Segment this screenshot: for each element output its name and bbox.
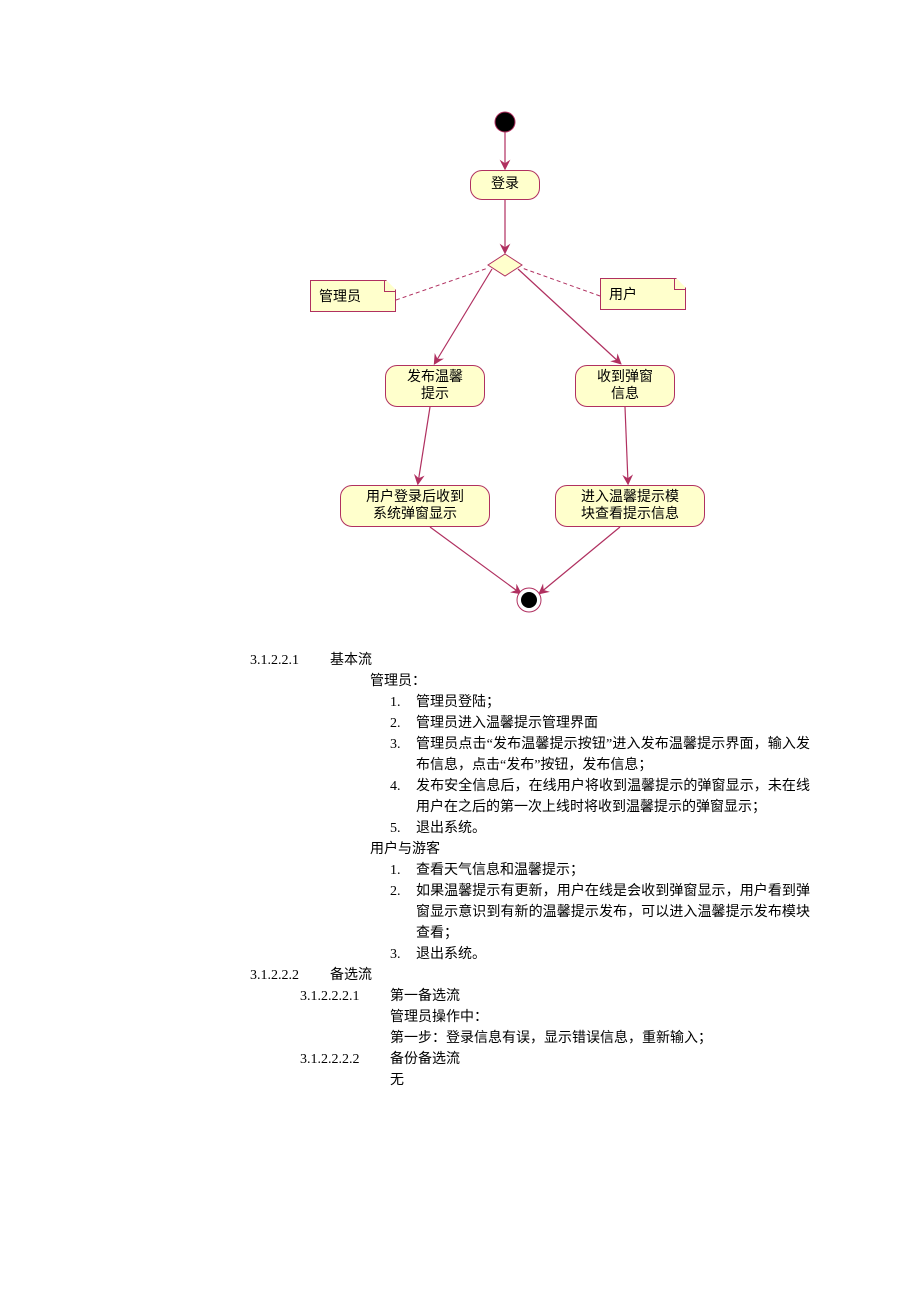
user-item-2: 如果温馨提示有更新，用户在线是会收到弹窗显示，用户看到弹窗显示意识到有新的温馨提… [416, 881, 810, 944]
receive-popup-line2: 信息 [611, 386, 639, 404]
section-num-1: 3.1.2.2.1 [250, 650, 330, 671]
sub22-num: 3.1.2.2.2.2 [300, 1049, 390, 1070]
user-header: 用户与游客 [370, 839, 810, 860]
section-title-1: 基本流 [330, 650, 372, 671]
admin-note-label: 管理员 [319, 286, 361, 306]
publish-line2: 提示 [421, 386, 449, 404]
end-node-inner-icon [521, 592, 537, 608]
section-alt-flow-heading: 3.1.2.2.2 备选流 [250, 965, 810, 986]
publish-line1: 发布温馨 [407, 369, 463, 387]
admin-item-1: 管理员登陆； [416, 692, 810, 713]
activity-diagram: 登录 管理员 用户 发布温馨 提示 收到弹窗 信息 用户登录后收到 系统弹窗显示… [280, 110, 760, 630]
sub22-line: 无 [390, 1070, 810, 1091]
admin-header: 管理员： [370, 671, 810, 692]
admin-list: 1.管理员登陆； 2.管理员进入温馨提示管理界面 3.管理员点击“发布温馨提示按… [390, 692, 810, 839]
list-item: 4.发布安全信息后，在线用户将收到温馨提示的弹窗显示，未在线用户在之后的第一次上… [390, 776, 810, 818]
section-title-2: 备选流 [330, 965, 372, 986]
admin-item-2: 管理员进入温馨提示管理界面 [416, 713, 810, 734]
admin-item-5: 退出系统。 [416, 818, 810, 839]
user-item-1: 查看天气信息和温馨提示； [416, 860, 810, 881]
subsection-first-alt: 3.1.2.2.2.1 第一备选流 [300, 986, 810, 1007]
admin-item-4: 发布安全信息后，在线用户将收到温馨提示的弹窗显示，未在线用户在之后的第一次上线时… [416, 776, 810, 818]
sub21-num: 3.1.2.2.2.1 [300, 986, 390, 1007]
user-item-3: 退出系统。 [416, 944, 810, 965]
sub22-title: 备份备选流 [390, 1049, 460, 1070]
list-item: 3.退出系统。 [390, 944, 810, 965]
enter-module-line2: 块查看提示信息 [581, 506, 679, 524]
enter-module-line1: 进入温馨提示模 [581, 489, 679, 507]
receive-popup-node: 收到弹窗 信息 [575, 365, 675, 407]
receive-popup-line1: 收到弹窗 [597, 369, 653, 387]
user-note-label: 用户 [609, 284, 637, 304]
list-item: 1.管理员登陆； [390, 692, 810, 713]
list-item: 2.如果温馨提示有更新，用户在线是会收到弹窗显示，用户看到弹窗显示意识到有新的温… [390, 881, 810, 944]
sub21-line1: 管理员操作中： [390, 1007, 810, 1028]
list-item: 3.管理员点击“发布温馨提示按钮”进入发布温馨提示界面，输入发布信息，点击“发布… [390, 734, 810, 776]
user-login-popup-node: 用户登录后收到 系统弹窗显示 [340, 485, 490, 527]
subsection-backup-alt: 3.1.2.2.2.2 备份备选流 [300, 1049, 810, 1070]
list-item: 2.管理员进入温馨提示管理界面 [390, 713, 810, 734]
sub21-title: 第一备选流 [390, 986, 460, 1007]
admin-item-3: 管理员点击“发布温馨提示按钮”进入发布温馨提示界面，输入发布信息，点击“发布”按… [416, 734, 810, 776]
login-node: 登录 [470, 170, 540, 200]
sub21-line2: 第一步：登录信息有误，显示错误信息，重新输入； [390, 1028, 810, 1049]
list-item: 5.退出系统。 [390, 818, 810, 839]
page: 登录 管理员 用户 发布温馨 提示 收到弹窗 信息 用户登录后收到 系统弹窗显示… [0, 0, 920, 1302]
start-node-icon [495, 112, 515, 132]
publish-node: 发布温馨 提示 [385, 365, 485, 407]
user-list: 1.查看天气信息和温馨提示； 2.如果温馨提示有更新，用户在线是会收到弹窗显示，… [390, 860, 810, 965]
text-block: 3.1.2.2.1 基本流 管理员： 1.管理员登陆； 2.管理员进入温馨提示管… [250, 650, 810, 1091]
user-login-popup-line2: 系统弹窗显示 [373, 506, 457, 524]
list-item: 1.查看天气信息和温馨提示； [390, 860, 810, 881]
admin-note: 管理员 [310, 280, 396, 312]
login-label: 登录 [491, 176, 519, 194]
section-num-2: 3.1.2.2.2 [250, 965, 330, 986]
user-note: 用户 [600, 278, 686, 310]
decision-node-icon [488, 254, 522, 276]
enter-module-node: 进入温馨提示模 块查看提示信息 [555, 485, 705, 527]
section-basic-flow-heading: 3.1.2.2.1 基本流 [250, 650, 810, 671]
user-login-popup-line1: 用户登录后收到 [366, 489, 464, 507]
